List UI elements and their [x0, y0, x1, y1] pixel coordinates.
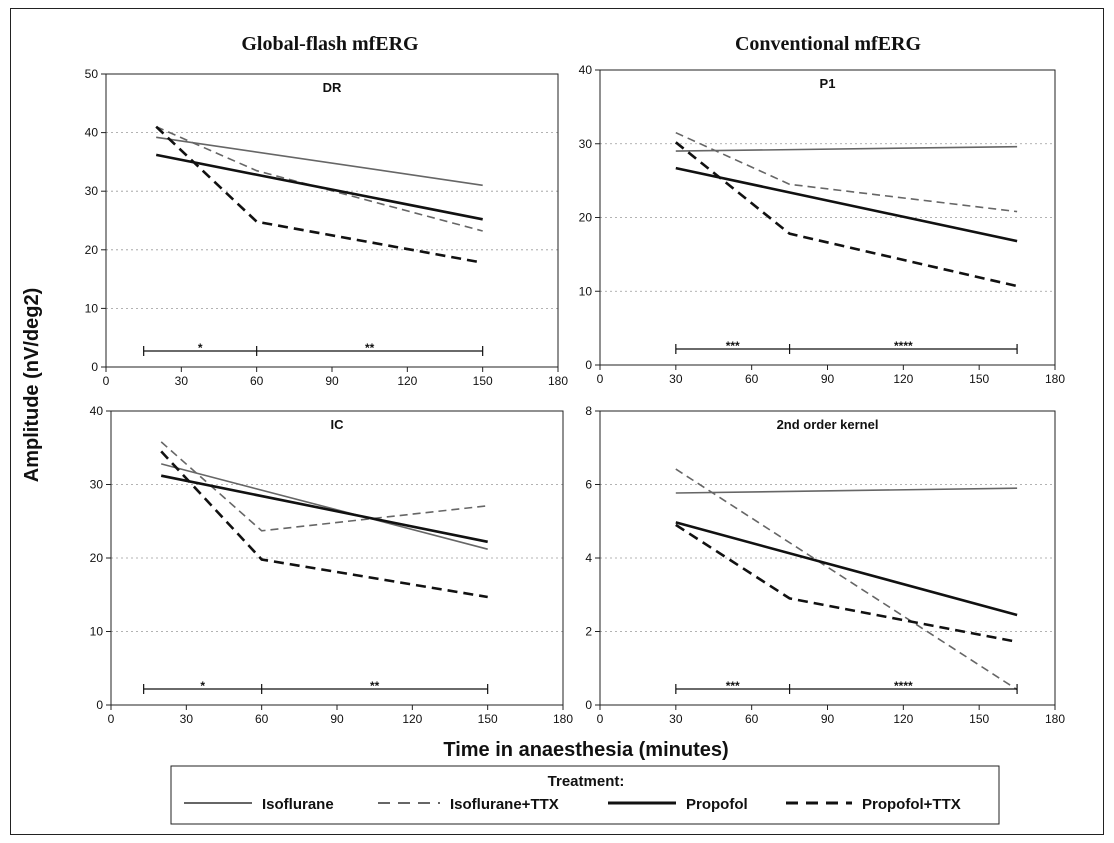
x-tick-label-kernel2-180: 180 [1045, 712, 1065, 726]
y-tick-label-p1-40: 40 [579, 63, 593, 77]
significance-label-kernel2-1: *** [726, 679, 740, 693]
series-line-ic-isoflurane-ttx [160, 441, 488, 532]
x-tick-label-kernel2-90: 90 [821, 712, 835, 726]
x-tick-label-ic-180: 180 [553, 712, 573, 726]
x-tick-label-ic-150: 150 [478, 712, 498, 726]
x-tick-label-kernel2-150: 150 [969, 712, 989, 726]
series-line-p1-propofol [675, 166, 1018, 243]
x-tick-label-dr-90: 90 [325, 374, 339, 388]
significance-label-ic-2: ** [370, 679, 380, 693]
x-tick-label-p1-0: 0 [597, 372, 604, 386]
panel-title-kernel2: 2nd order kernel [777, 417, 879, 432]
legend-title: Treatment: [548, 773, 625, 790]
x-axis-label: Time in anaesthesia (minutes) [443, 739, 728, 761]
panel-kernel2: 0 2 4 6 8 0 30 60 90 120 150 180 2nd order kernel ***… [585, 404, 1065, 726]
significance-label-dr-2: ** [365, 341, 375, 355]
y-tick-label-ic-30: 30 [90, 478, 104, 492]
series-line-kernel2-isoflurane [675, 487, 1018, 494]
x-tick-label-kernel2-60: 60 [745, 712, 759, 726]
y-tick-label-kernel2-0: 0 [585, 698, 592, 712]
y-tick-label-ic-10: 10 [90, 625, 104, 639]
y-tick-label-ic-20: 20 [90, 551, 104, 565]
x-tick-label-p1-60: 60 [745, 372, 759, 386]
y-tick-label-dr-40: 40 [85, 126, 99, 140]
x-tick-label-dr-150: 150 [473, 374, 493, 388]
legend-label-isoflurane-ttx: Isoflurane+TTX [450, 796, 559, 813]
x-tick-label-ic-120: 120 [402, 712, 422, 726]
figure-frame [10, 8, 1104, 835]
y-tick-label-ic-0: 0 [96, 698, 103, 712]
legend-label-isoflurane: Isoflurane [262, 796, 334, 813]
legend: Treatment: Isoflurane Isoflurane+TTX Pro… [170, 765, 1000, 825]
x-tick-label-ic-60: 60 [255, 712, 269, 726]
y-axis-label: Amplitude (nV/deg2) [21, 288, 43, 482]
legend-box [170, 765, 1000, 825]
series-line-kernel2-propofol-ttx [675, 523, 1018, 644]
series-line-dr-isoflurane-ttx [155, 125, 483, 232]
x-tick-label-kernel2-30: 30 [669, 712, 683, 726]
series-line-dr-propofol [155, 153, 483, 221]
y-tick-label-dr-10: 10 [85, 301, 99, 315]
series-line-kernel2-propofol [675, 521, 1018, 617]
series-line-p1-isoflurane-ttx [675, 131, 1018, 213]
series-line-kernel2-isoflurane-ttx [675, 468, 1018, 691]
panel-title-p1: P1 [820, 76, 836, 91]
x-tick-label-ic-90: 90 [330, 712, 344, 726]
series-line-dr-propofol-ttx [155, 125, 483, 264]
panel-title-ic: IC [331, 417, 345, 432]
y-tick-label-dr-20: 20 [85, 243, 99, 257]
x-tick-label-dr-60: 60 [250, 374, 264, 388]
y-tick-label-kernel2-8: 8 [585, 404, 592, 418]
series-line-p1-propofol-ttx [674, 141, 1018, 288]
x-tick-label-p1-90: 90 [821, 372, 835, 386]
plot-area-dr [105, 73, 559, 368]
significance-label-p1-1: *** [726, 339, 740, 353]
y-tick-label-p1-30: 30 [579, 137, 593, 151]
series-line-ic-isoflurane [160, 463, 488, 550]
x-tick-label-kernel2-120: 120 [893, 712, 913, 726]
x-tick-label-kernel2-0: 0 [597, 712, 604, 726]
x-tick-label-p1-120: 120 [893, 372, 913, 386]
x-tick-label-dr-120: 120 [397, 374, 417, 388]
column-title-global-flash: Global-flash mfERG [241, 33, 419, 55]
x-tick-label-ic-0: 0 [108, 712, 115, 726]
y-tick-label-p1-20: 20 [579, 211, 593, 225]
x-tick-label-p1-150: 150 [969, 372, 989, 386]
series-line-ic-propofol [160, 474, 488, 544]
y-tick-label-kernel2-4: 4 [585, 551, 592, 565]
x-tick-label-p1-180: 180 [1045, 372, 1065, 386]
panel-title-dr: DR [323, 80, 342, 95]
x-tick-label-p1-30: 30 [669, 372, 683, 386]
significance-label-dr-1: * [198, 341, 203, 355]
x-tick-label-dr-30: 30 [175, 374, 189, 388]
y-tick-label-dr-0: 0 [91, 360, 98, 374]
significance-label-p1-2: **** [894, 339, 913, 353]
x-tick-label-dr-0: 0 [103, 374, 110, 388]
y-tick-label-kernel2-2: 2 [585, 625, 592, 639]
y-tick-label-p1-10: 10 [579, 284, 593, 298]
y-tick-label-dr-30: 30 [85, 184, 99, 198]
series-line-p1-isoflurane [675, 145, 1018, 152]
column-title-conventional: Conventional mfERG [735, 33, 922, 55]
series-line-dr-isoflurane [156, 136, 483, 187]
significance-label-ic-1: * [200, 679, 205, 693]
x-tick-label-dr-180: 180 [548, 374, 568, 388]
legend-label-propofol: Propofol [686, 796, 748, 813]
x-tick-label-ic-30: 30 [180, 712, 194, 726]
y-tick-label-ic-40: 40 [90, 404, 104, 418]
y-tick-label-p1-0: 0 [585, 358, 592, 372]
series-line-ic-propofol-ttx [160, 450, 488, 599]
y-tick-label-kernel2-6: 6 [585, 478, 592, 492]
legend-label-propofol-ttx: Propofol+TTX [862, 796, 961, 813]
significance-label-kernel2-2: **** [894, 679, 913, 693]
y-tick-label-dr-50: 50 [85, 67, 99, 81]
